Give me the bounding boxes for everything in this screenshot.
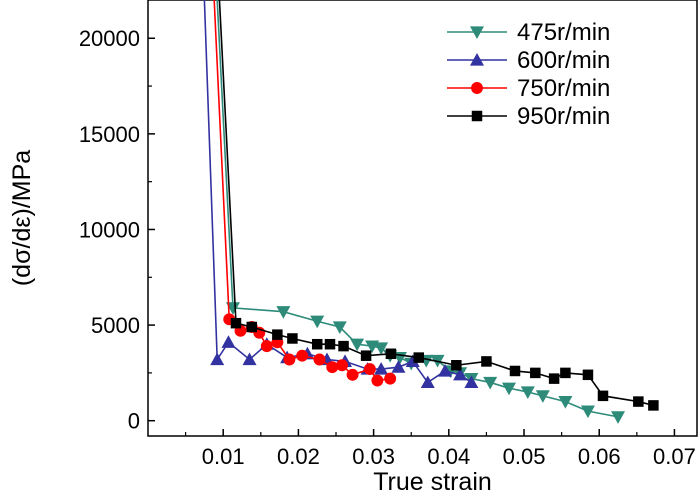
legend-label: 475r/min	[517, 19, 610, 46]
series-layer	[203, 0, 659, 424]
y-tick-label: 10000	[79, 217, 140, 242]
data-point	[535, 390, 550, 403]
data-point	[611, 411, 626, 424]
y-tick-label: 15000	[79, 122, 140, 147]
data-point	[580, 405, 595, 419]
data-point	[242, 352, 257, 366]
y-axis-title: (dσ/dε)/MPa	[8, 150, 36, 286]
axis-ticks	[148, 37, 676, 436]
data-point	[520, 386, 535, 400]
data-point	[311, 338, 323, 350]
data-point	[464, 375, 479, 389]
data-point	[385, 348, 397, 360]
data-point	[296, 349, 309, 362]
x-tick-label: 0.05	[503, 444, 546, 469]
data-point	[363, 363, 376, 376]
data-point	[420, 375, 435, 389]
data-point	[230, 317, 242, 329]
data-point	[350, 338, 365, 352]
data-point	[283, 353, 296, 366]
x-tick-label: 0.06	[578, 444, 621, 469]
legend-item: 950r/min	[447, 103, 610, 130]
data-point	[326, 361, 339, 374]
data-point	[509, 365, 521, 377]
series-750r-min	[213, 0, 397, 387]
data-point	[338, 340, 349, 352]
data-point	[310, 315, 325, 329]
data-point	[246, 321, 258, 333]
y-tick-label: 5000	[91, 313, 140, 338]
data-point	[530, 367, 541, 379]
data-point	[648, 400, 659, 411]
data-point	[360, 350, 372, 361]
data-point	[582, 369, 594, 381]
data-point	[276, 306, 291, 319]
data-point	[374, 342, 389, 356]
x-tick-label: 0.04	[427, 444, 470, 469]
data-point	[374, 362, 389, 375]
x-tick-label: 0.02	[277, 444, 320, 469]
data-point	[260, 340, 273, 353]
legend-label: 750r/min	[517, 75, 610, 102]
data-point	[560, 367, 571, 379]
data-point	[597, 390, 609, 402]
data-point	[272, 329, 283, 340]
data-point	[384, 372, 397, 385]
x-tick-label: 0.01	[202, 444, 245, 469]
data-point	[332, 321, 347, 334]
data-point	[371, 374, 384, 387]
legend-label: 600r/min	[517, 47, 610, 74]
legend-item: 475r/min	[447, 19, 610, 46]
data-point	[287, 333, 298, 344]
legend-label: 950r/min	[517, 103, 610, 130]
plot-area	[147, 0, 698, 437]
data-point	[413, 352, 424, 363]
plot-border	[147, 0, 698, 437]
data-point	[438, 363, 453, 377]
data-point	[453, 367, 468, 381]
data-point	[210, 352, 225, 366]
data-point	[470, 26, 484, 39]
data-point	[471, 110, 483, 122]
y-tick-label: 0	[128, 409, 140, 434]
data-point	[548, 373, 560, 384]
x-tick-label: 0.03	[352, 444, 395, 469]
data-point	[451, 359, 462, 371]
data-point	[324, 338, 336, 350]
data-point	[391, 360, 406, 373]
data-point	[346, 368, 359, 381]
series-950r-min	[218, 0, 659, 411]
data-point	[501, 382, 516, 396]
data-point	[470, 53, 484, 66]
x-tick-label: 0.07	[653, 444, 696, 469]
data-point	[336, 359, 348, 372]
y-tick-label: 20000	[79, 26, 140, 51]
data-point	[558, 395, 573, 409]
data-point	[633, 396, 644, 407]
data-point	[471, 82, 483, 94]
data-point	[225, 302, 240, 315]
data-point	[221, 335, 236, 348]
tick-labels: 0.01 0.02 0.03 0.04 0.05 0.06 0.07 0 5000 10000 15…	[79, 26, 696, 469]
data-point	[313, 353, 326, 366]
legend-item: 600r/min	[447, 47, 610, 74]
series-line	[213, 0, 391, 382]
legend-item: 750r/min	[447, 75, 610, 102]
data-point	[481, 356, 492, 367]
data-point	[483, 376, 498, 390]
x-axis-title: True strain	[373, 468, 492, 496]
data-point	[405, 354, 420, 368]
